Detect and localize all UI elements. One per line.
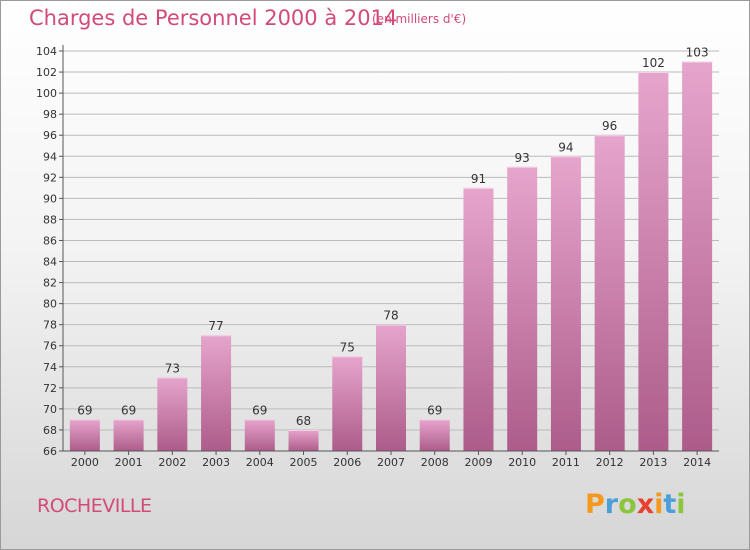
x-tick-label: 2005 [290, 456, 318, 469]
logo-letter: t [663, 489, 677, 520]
chart-subtitle: (en milliers d'€) [372, 12, 467, 26]
bar [507, 166, 538, 451]
bar-value-label: 69 [427, 403, 442, 417]
bar-value-label: 77 [208, 319, 223, 333]
y-tick-label: 68 [43, 424, 57, 437]
bar-value-label: 103 [686, 46, 709, 60]
logo-letter: r [604, 489, 619, 520]
proxiti-logo: Proxiti [585, 489, 686, 520]
bar [463, 187, 494, 451]
bar-value-label: 69 [121, 403, 136, 417]
bar [244, 419, 275, 451]
y-tick-label: 82 [43, 277, 57, 290]
x-tick-label: 2000 [71, 456, 99, 469]
logo-letter: x [636, 489, 655, 520]
bar [638, 72, 669, 451]
x-tick-label: 2004 [246, 456, 274, 469]
y-tick-label: 86 [43, 234, 57, 247]
y-tick-label: 76 [43, 340, 57, 353]
logo-letter: P [585, 489, 605, 520]
bar-value-label: 91 [471, 172, 486, 186]
x-tick-label: 2001 [115, 456, 143, 469]
bar [113, 419, 144, 451]
y-tick-label: 98 [43, 108, 57, 121]
y-tick-label: 70 [43, 403, 57, 416]
y-tick-label: 84 [43, 256, 57, 269]
x-tick-label: 2006 [333, 456, 361, 469]
bar [157, 377, 188, 451]
x-tick-label: 2012 [596, 456, 624, 469]
y-tick-label: 94 [43, 150, 57, 163]
y-tick-label: 104 [36, 45, 57, 58]
y-tick-label: 96 [43, 129, 57, 142]
bar-value-label: 69 [252, 403, 267, 417]
y-tick-label: 102 [36, 66, 57, 79]
y-tick-label: 74 [43, 361, 57, 374]
bar [69, 419, 100, 451]
x-tick-label: 2007 [377, 456, 405, 469]
chart-title: Charges de Personnel 2000 à 2014 [29, 6, 398, 30]
bar-value-label: 69 [77, 403, 92, 417]
bar [682, 61, 713, 452]
y-tick-label: 66 [43, 445, 57, 458]
bar-value-label: 93 [515, 151, 530, 165]
bar [376, 324, 406, 451]
bar [201, 335, 232, 451]
x-tick-label: 2002 [158, 456, 186, 469]
x-tick-label: 2009 [464, 456, 492, 469]
bar-value-label: 96 [602, 119, 617, 133]
logo-letter: i [676, 489, 686, 520]
y-tick-label: 80 [43, 298, 57, 311]
y-tick-label: 100 [36, 87, 57, 100]
x-tick-label: 2011 [552, 456, 580, 469]
bar [332, 356, 363, 451]
y-tick-label: 92 [43, 171, 57, 184]
bar-value-label: 75 [340, 340, 355, 354]
bar-value-label: 102 [642, 56, 665, 70]
x-tick-label: 2014 [683, 456, 711, 469]
x-tick-label: 2008 [421, 456, 449, 469]
bar-value-label: 73 [165, 361, 180, 375]
bar-value-label: 94 [558, 140, 573, 154]
x-tick-label: 2003 [202, 456, 230, 469]
logo-letter: o [618, 489, 637, 520]
commune-name: ROCHEVILLE [37, 495, 152, 517]
bar-value-label: 68 [296, 414, 311, 428]
y-tick-label: 90 [43, 192, 57, 205]
bar [419, 419, 450, 451]
y-tick-label: 78 [43, 319, 57, 332]
bar [550, 156, 581, 451]
bar [288, 429, 319, 451]
x-tick-label: 2010 [508, 456, 536, 469]
y-tick-label: 72 [43, 382, 57, 395]
bar [594, 135, 625, 452]
bar-value-label: 78 [383, 309, 398, 323]
y-tick-label: 88 [43, 213, 57, 226]
logo-letter: i [654, 489, 664, 520]
x-tick-label: 2013 [639, 456, 667, 469]
